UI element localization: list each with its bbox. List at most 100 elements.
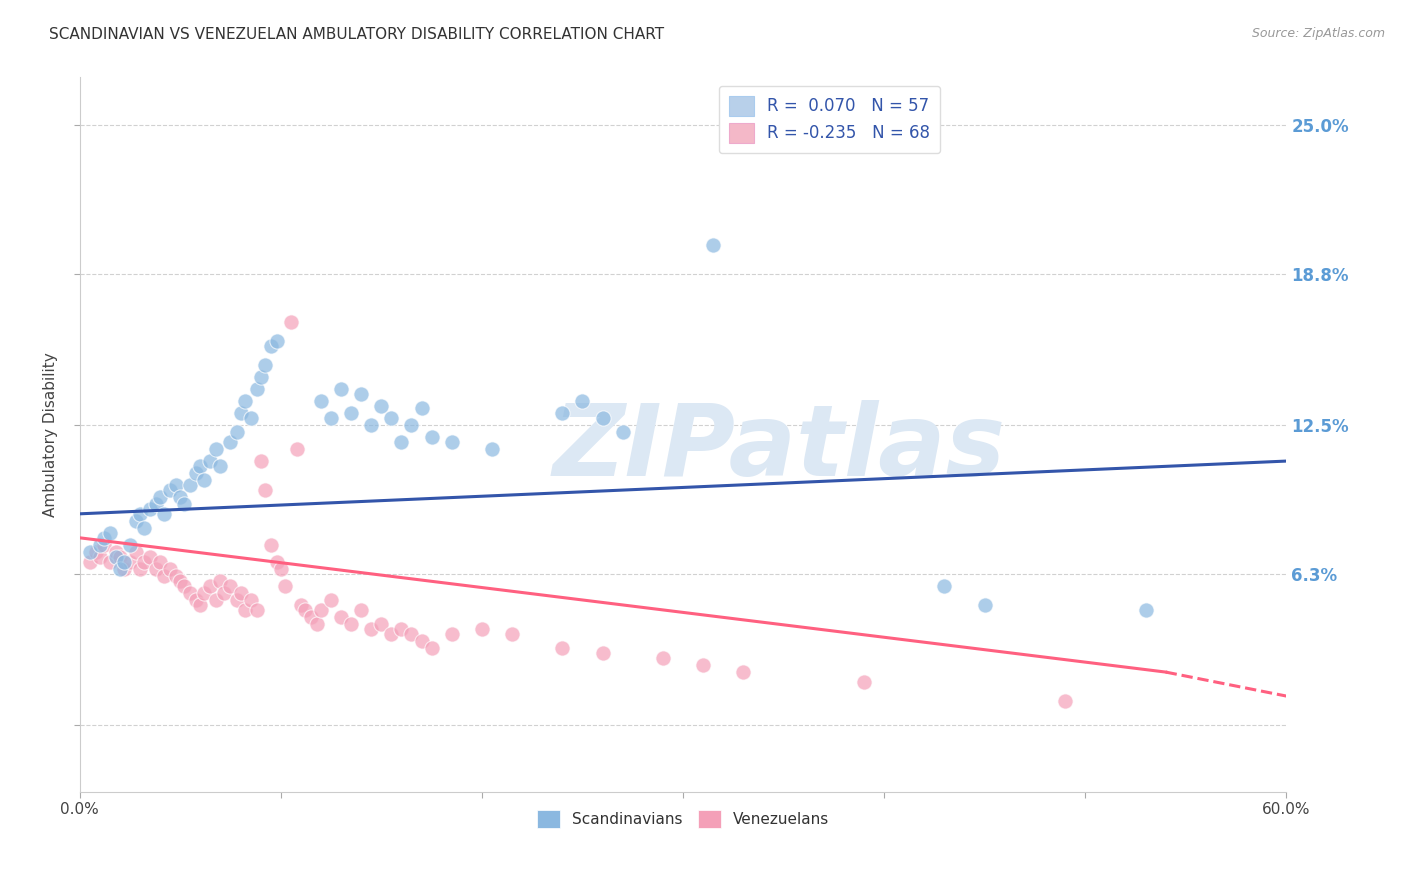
Point [360, 418, 382, 433]
Point [118, 538, 141, 552]
Point [391, 434, 413, 449]
Point [319, 411, 342, 425]
Point [420, 641, 443, 656]
Point [330, 382, 353, 396]
Point [132, 555, 155, 569]
Point [169, 490, 191, 504]
Point [173, 497, 195, 511]
Point [104, 545, 127, 559]
Point [93, 531, 115, 545]
Point [280, 315, 302, 329]
Point [571, 394, 593, 409]
Point [112, 555, 135, 569]
Point [1135, 603, 1157, 617]
Point [179, 586, 201, 600]
Point [118, 555, 141, 569]
Point [246, 382, 269, 396]
Point [79, 555, 101, 569]
Point [93, 538, 115, 552]
Point [246, 603, 269, 617]
Point [290, 598, 312, 612]
Point [219, 579, 242, 593]
Point [260, 538, 283, 552]
Point [193, 473, 215, 487]
Point [391, 622, 413, 636]
Text: SCANDINAVIAN VS VENEZUELAN AMBULATORY DISABILITY CORRELATION CHART: SCANDINAVIAN VS VENEZUELAN AMBULATORY DI… [49, 27, 665, 42]
Point [193, 586, 215, 600]
Point [651, 650, 673, 665]
Point [186, 466, 208, 480]
Point [481, 442, 503, 456]
Point [350, 387, 373, 401]
Point [139, 502, 162, 516]
Point [411, 401, 433, 416]
Point [305, 617, 328, 632]
Point [934, 579, 956, 593]
Point [319, 593, 342, 607]
Point [98, 555, 121, 569]
Point [108, 562, 131, 576]
Text: Source: ZipAtlas.com: Source: ZipAtlas.com [1251, 27, 1385, 40]
Point [350, 603, 373, 617]
Point [165, 478, 187, 492]
Point [249, 454, 271, 468]
Point [692, 657, 714, 672]
Point [225, 425, 247, 440]
Point [125, 514, 148, 528]
Point [145, 497, 167, 511]
Point [125, 545, 148, 559]
Point [89, 538, 111, 552]
Point [145, 562, 167, 576]
Point [179, 478, 201, 492]
Point [188, 598, 211, 612]
Point [253, 358, 276, 372]
Point [274, 579, 297, 593]
Point [249, 370, 271, 384]
Point [501, 626, 523, 640]
Point [294, 603, 316, 617]
Point [173, 579, 195, 593]
Point [309, 603, 332, 617]
Point [266, 555, 288, 569]
Point [733, 665, 755, 679]
Point [200, 454, 222, 468]
Point [260, 339, 283, 353]
Point [973, 598, 995, 612]
Point [229, 586, 252, 600]
Point [205, 593, 228, 607]
Legend: Scandinavians, Venezuelans: Scandinavians, Venezuelans [530, 804, 835, 834]
Point [1054, 694, 1077, 708]
Point [153, 569, 176, 583]
Point [702, 238, 724, 252]
Point [551, 641, 574, 656]
Point [153, 507, 176, 521]
Point [440, 626, 463, 640]
Point [340, 406, 363, 420]
Point [159, 562, 181, 576]
Point [612, 425, 634, 440]
Point [233, 394, 256, 409]
Point [129, 562, 152, 576]
Point [186, 593, 208, 607]
Point [253, 483, 276, 497]
Text: ZIPatlas: ZIPatlas [553, 401, 1007, 498]
Point [149, 490, 172, 504]
Point [551, 406, 574, 420]
Point [340, 617, 363, 632]
Point [360, 622, 382, 636]
Point [159, 483, 181, 497]
Point [188, 458, 211, 473]
Point [104, 549, 127, 564]
Point [270, 562, 292, 576]
Point [420, 430, 443, 444]
Point [592, 411, 614, 425]
Point [229, 406, 252, 420]
Point [239, 411, 262, 425]
Point [209, 458, 232, 473]
Point [401, 626, 423, 640]
Point [129, 507, 152, 521]
Point [98, 526, 121, 541]
Point [370, 399, 392, 413]
Point [411, 634, 433, 648]
Point [225, 593, 247, 607]
